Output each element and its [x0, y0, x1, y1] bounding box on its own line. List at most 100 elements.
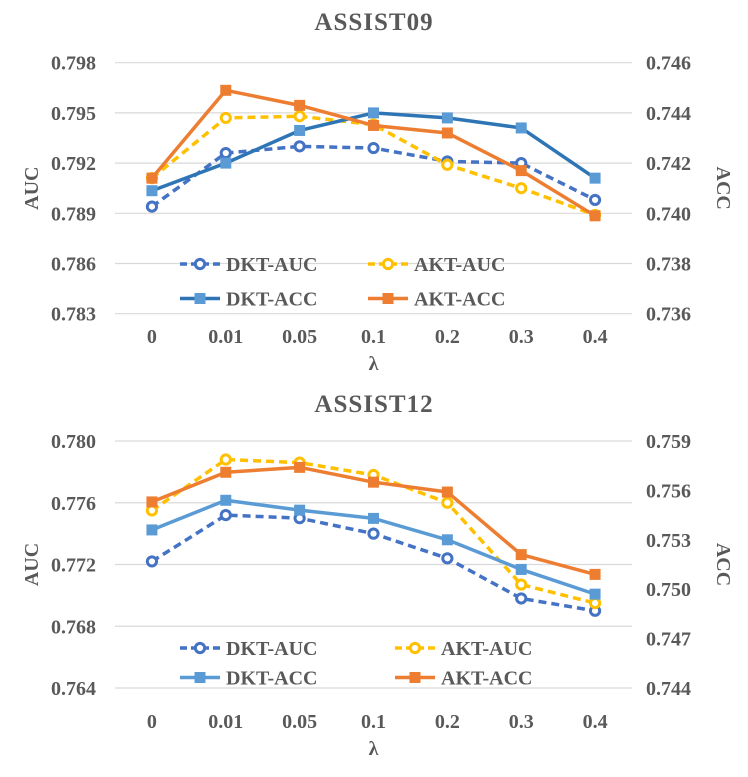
circle-open-marker: [515, 182, 528, 195]
legend-entry-dkt-auc: DKT-AUC: [180, 638, 318, 660]
right-axis-tick-label: 0.746: [646, 53, 691, 75]
circle-open-marker: [193, 257, 207, 271]
legend-label: DKT-ACC: [226, 668, 318, 690]
square-marker: [441, 127, 453, 139]
circle-open-marker: [441, 552, 454, 565]
right-axis-tick-label: 0.736: [646, 304, 691, 326]
right-axis-tick-label: 0.744: [646, 678, 691, 700]
square-marker: [220, 157, 232, 169]
square-marker: [515, 549, 527, 561]
square-marker: [294, 124, 306, 136]
right-axis-tick-label: 0.742: [646, 153, 691, 175]
x-axis-tick-label: 0.05: [282, 326, 317, 348]
square-marker: [220, 466, 232, 478]
circle-open-marker: [367, 141, 380, 155]
circle-open-marker: [219, 111, 232, 125]
left-axis-tick-label: 0.772: [51, 555, 96, 577]
x-axis-tick-label: 0: [147, 711, 157, 733]
legend-entry-dkt-acc: DKT-ACC: [180, 289, 318, 311]
legend-entry-akt-auc: AKT-AUC: [368, 254, 506, 276]
legend-label: AKT-AUC: [414, 254, 506, 276]
circle-open-marker: [145, 200, 159, 213]
right-axis-tick-label: 0.756: [646, 480, 691, 502]
circle-open-marker: [293, 140, 306, 153]
circle-open-marker: [588, 596, 602, 610]
left-axis-tick-label: 0.768: [51, 616, 96, 638]
x-axis-tick-label: 0.05: [282, 711, 317, 733]
legend-label: DKT-ACC: [226, 289, 318, 311]
left-axis-tick-label: 0.792: [51, 153, 96, 175]
legend-entry-dkt-auc: DKT-AUC: [180, 254, 318, 276]
left-axis-tick-label: 0.764: [51, 678, 96, 700]
left-axis-title: AUC: [21, 543, 43, 586]
circle-open-marker: [408, 641, 422, 655]
square-marker: [515, 165, 527, 177]
x-axis-tick-label: 0.2: [435, 711, 460, 733]
square-marker: [294, 461, 306, 473]
x-axis-tick-label: 0.4: [583, 711, 608, 733]
series-akt-acc: [146, 84, 601, 222]
legend-label: DKT-AUC: [226, 638, 318, 660]
series-dkt-auc: [145, 508, 602, 617]
square-marker: [515, 563, 527, 575]
x-axis-tick-label: 0.01: [208, 326, 243, 348]
square-marker: [515, 122, 527, 134]
legend-entry-dkt-acc: DKT-ACC: [180, 668, 318, 690]
square-marker: [589, 172, 601, 184]
right-axis-title: ACC: [712, 167, 734, 210]
series-akt-acc: [146, 461, 601, 580]
circle-open-marker: [193, 641, 207, 655]
x-axis-tick-label: 0.01: [208, 711, 243, 733]
legend-label: AKT-AUC: [441, 638, 533, 660]
left-axis-tick-label: 0.780: [51, 431, 96, 453]
right-axis-title: ACC: [712, 543, 734, 586]
square-marker: [368, 119, 379, 131]
x-axis-title: λ: [369, 353, 379, 375]
left-axis-title: AUC: [21, 167, 43, 210]
x-axis-tick-label: 0.2: [435, 326, 460, 348]
square-marker: [146, 524, 158, 536]
circle-open-marker: [219, 453, 232, 466]
circle-open-marker: [381, 257, 395, 271]
square-marker: [368, 512, 379, 524]
x-axis-title: λ: [369, 738, 379, 760]
circle-open-marker: [293, 110, 306, 123]
series-dkt-acc: [146, 494, 601, 600]
square-marker: [220, 84, 232, 96]
left-axis-tick-label: 0.795: [51, 103, 96, 125]
right-axis-tick-label: 0.744: [646, 103, 691, 125]
x-axis-tick-label: 0.3: [509, 711, 534, 733]
legend-label: AKT-ACC: [441, 668, 533, 690]
square-marker: [294, 99, 306, 111]
circle-open-marker: [441, 158, 454, 171]
square-marker: [441, 112, 453, 124]
circle-open-marker: [588, 193, 602, 207]
x-axis-tick-label: 0.3: [509, 326, 534, 348]
chart-title-assist12: ASSIST12: [314, 391, 434, 418]
left-axis-tick-label: 0.776: [51, 493, 96, 515]
series-dkt-acc: [146, 107, 601, 197]
square-marker: [589, 568, 601, 580]
square-marker: [441, 534, 453, 546]
square-marker: [294, 504, 306, 516]
square-marker: [382, 293, 394, 304]
x-axis-tick-label: 0: [147, 326, 157, 348]
x-axis-tick-label: 0.1: [361, 326, 386, 348]
chart-title-assist09: ASSIST09: [314, 9, 434, 36]
legend-entry-akt-acc: AKT-ACC: [395, 668, 533, 690]
chart-assist12: 0.780 0.776 0.772 0.768 0.764 0.759 0.756 0.753…: [21, 431, 734, 760]
square-marker: [220, 494, 232, 506]
circle-open-marker: [219, 146, 232, 160]
square-marker: [441, 486, 453, 498]
left-axis-tick-label: 0.786: [51, 254, 96, 276]
x-axis-tick-label: 0.4: [583, 326, 608, 348]
right-axis-tick-label: 0.750: [646, 579, 691, 601]
square-marker: [589, 210, 601, 222]
circle-open-marker: [515, 578, 528, 591]
right-axis-tick-label: 0.738: [646, 254, 691, 276]
chart-assist09: 0.798 0.795 0.792 0.789 0.786 0.783 0.746 0.744…: [21, 53, 734, 375]
legend-label: AKT-ACC: [414, 289, 506, 311]
right-axis-tick-label: 0.753: [646, 530, 691, 552]
